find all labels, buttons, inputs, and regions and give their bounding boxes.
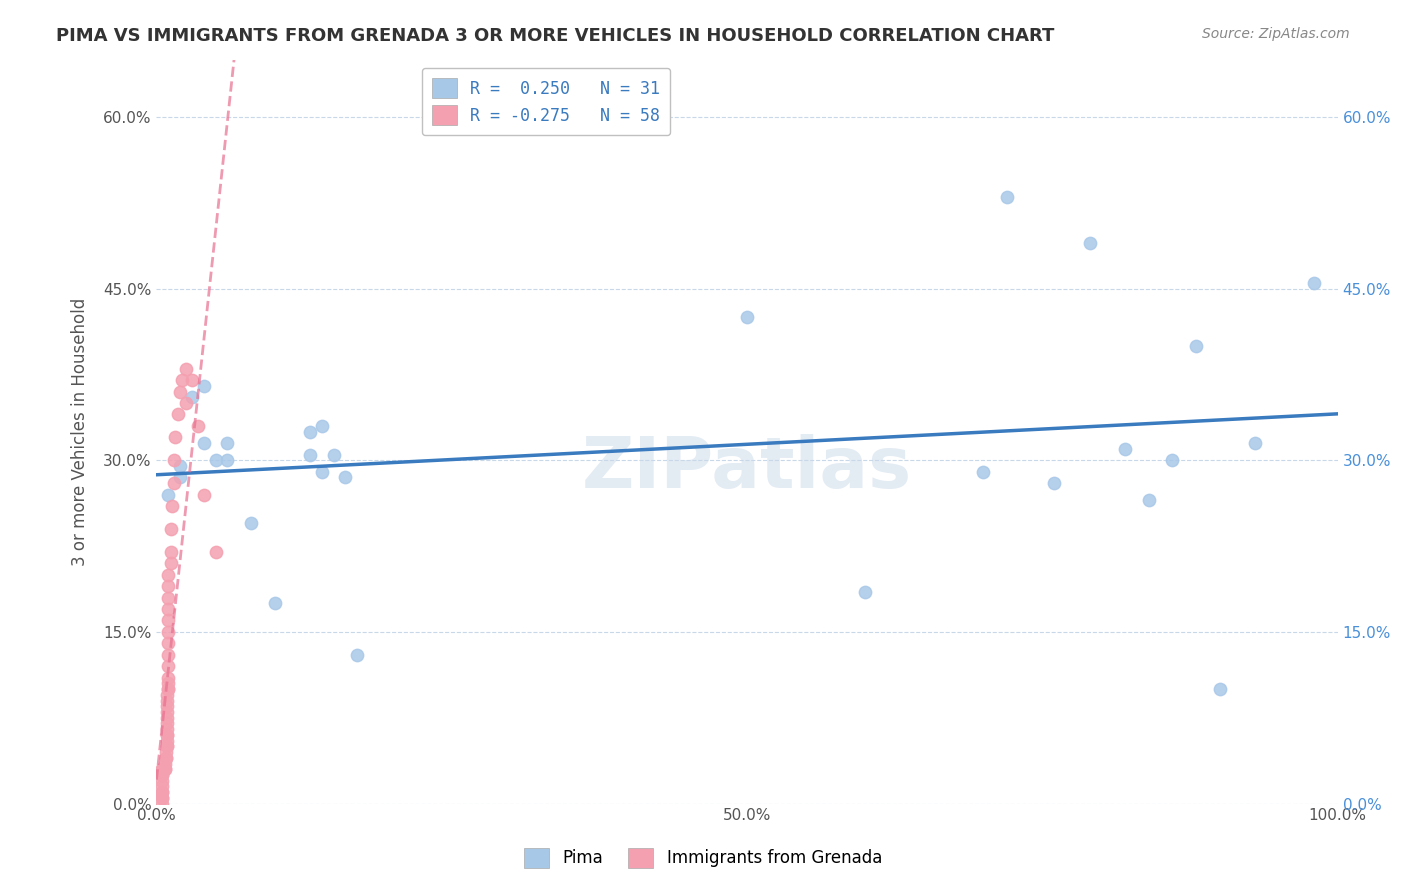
Point xyxy=(152,791,174,805)
Point xyxy=(159,545,181,559)
Point xyxy=(169,470,191,484)
Point xyxy=(156,723,179,737)
Point xyxy=(165,430,187,444)
Point xyxy=(169,458,191,473)
Point xyxy=(1208,682,1230,697)
Point xyxy=(193,379,215,393)
Point xyxy=(193,436,215,450)
Point xyxy=(1137,493,1160,508)
Point xyxy=(174,361,197,376)
Point xyxy=(204,545,226,559)
Point xyxy=(156,711,179,725)
Point xyxy=(152,768,174,782)
Point xyxy=(156,688,179,702)
Point xyxy=(152,762,174,776)
Point xyxy=(156,705,179,719)
Point xyxy=(152,762,174,776)
Point xyxy=(157,636,180,650)
Point xyxy=(187,418,209,433)
Point xyxy=(156,733,179,747)
Point xyxy=(322,448,344,462)
Point xyxy=(853,585,876,599)
Legend: Pima, Immigrants from Grenada: Pima, Immigrants from Grenada xyxy=(517,841,889,875)
Point xyxy=(153,762,176,776)
Point xyxy=(1303,276,1326,290)
Point xyxy=(1161,453,1184,467)
Y-axis label: 3 or more Vehicles in Household: 3 or more Vehicles in Household xyxy=(72,298,89,566)
Point xyxy=(157,487,180,501)
Point xyxy=(157,659,180,673)
Point xyxy=(153,762,176,776)
Point xyxy=(346,648,368,662)
Point xyxy=(163,453,186,467)
Point xyxy=(157,602,180,616)
Point xyxy=(156,739,179,754)
Point xyxy=(157,671,180,685)
Point xyxy=(169,384,191,399)
Point xyxy=(159,522,181,536)
Point xyxy=(156,693,179,707)
Point xyxy=(157,579,180,593)
Point xyxy=(152,785,174,799)
Point xyxy=(174,396,197,410)
Point xyxy=(157,648,180,662)
Point xyxy=(153,756,176,771)
Point xyxy=(972,465,994,479)
Point xyxy=(155,751,177,765)
Point xyxy=(166,408,188,422)
Legend: R =  0.250   N = 31, R = -0.275   N = 58: R = 0.250 N = 31, R = -0.275 N = 58 xyxy=(422,68,671,136)
Point xyxy=(156,699,179,714)
Point xyxy=(157,682,180,697)
Point xyxy=(152,780,174,794)
Point xyxy=(263,596,285,610)
Point xyxy=(1244,436,1267,450)
Point xyxy=(156,728,179,742)
Point xyxy=(335,470,357,484)
Point xyxy=(157,624,180,639)
Point xyxy=(152,768,174,782)
Point xyxy=(299,448,322,462)
Point xyxy=(156,739,179,754)
Point xyxy=(299,425,322,439)
Point xyxy=(1114,442,1136,456)
Point xyxy=(155,751,177,765)
Point xyxy=(193,487,215,501)
Point xyxy=(159,556,181,570)
Point xyxy=(181,373,204,387)
Text: ZIPatlas: ZIPatlas xyxy=(582,434,912,503)
Point xyxy=(157,682,180,697)
Point xyxy=(1078,235,1101,250)
Point xyxy=(155,745,177,759)
Point xyxy=(217,453,239,467)
Point xyxy=(156,728,179,742)
Point xyxy=(204,453,226,467)
Point xyxy=(735,310,758,325)
Point xyxy=(311,418,333,433)
Point xyxy=(157,567,180,582)
Point xyxy=(157,591,180,605)
Point xyxy=(217,436,239,450)
Point xyxy=(160,499,183,513)
Point xyxy=(152,791,174,805)
Point xyxy=(181,390,204,404)
Text: PIMA VS IMMIGRANTS FROM GRENADA 3 OR MORE VEHICLES IN HOUSEHOLD CORRELATION CHAR: PIMA VS IMMIGRANTS FROM GRENADA 3 OR MOR… xyxy=(56,27,1054,45)
Point xyxy=(1185,339,1208,353)
Point xyxy=(1043,476,1066,491)
Point xyxy=(152,773,174,788)
Point xyxy=(311,465,333,479)
Point xyxy=(172,373,194,387)
Text: Source: ZipAtlas.com: Source: ZipAtlas.com xyxy=(1202,27,1350,41)
Point xyxy=(156,716,179,731)
Point xyxy=(152,797,174,811)
Point xyxy=(995,190,1018,204)
Point xyxy=(163,476,186,491)
Point xyxy=(240,516,263,531)
Point xyxy=(152,785,174,799)
Point xyxy=(157,676,180,690)
Point xyxy=(157,614,180,628)
